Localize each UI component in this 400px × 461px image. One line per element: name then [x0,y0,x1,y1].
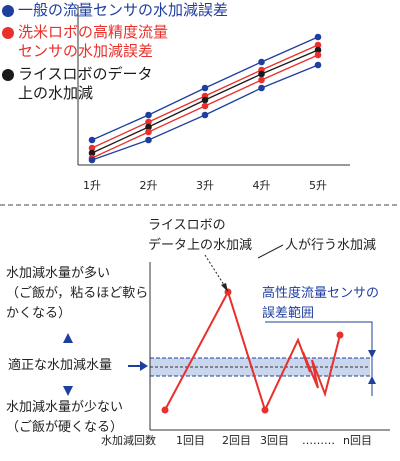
point [201,102,209,110]
arrowhead [140,361,148,371]
x-tick-label: 4升 [253,179,271,192]
point [88,156,96,164]
point [145,128,152,136]
point [145,123,152,131]
range-label: 高性度流量センサの 誤差範囲 [262,286,380,321]
x-tick-label: 3升 [196,179,214,192]
point [145,136,152,144]
up-arrow [63,333,73,343]
point [314,51,322,59]
legend-label: 一般の流量センサの水加減誤差 [18,1,229,19]
data-label: ライスロボの データ上の水加減 [148,218,253,253]
legend-label: ライスロボのデータ 上の水加減 [18,65,153,102]
arrowhead [221,283,228,292]
human-label: 人が行う水加減 [285,238,377,253]
less-label: 水加減水量が少ない （ご飯が硬くなる） [6,400,124,435]
point [201,84,209,92]
x-title: 水加減回数 [101,433,156,447]
down-arrow [63,386,73,396]
point [314,41,322,49]
bracket [265,321,373,340]
point [258,76,265,84]
x-tick-label: 5升 [309,179,327,192]
point [88,136,96,144]
point [258,84,265,92]
point [258,70,265,78]
legend-swatch [2,69,14,81]
legend-swatch [2,5,14,17]
point [258,58,265,66]
point [201,96,209,104]
x-label: n回目 [343,434,372,447]
x-label: 1回目 [176,434,205,447]
point [161,406,169,414]
point [201,111,209,119]
point [88,144,96,152]
point [314,33,322,41]
more-label: 水加減水量が多い （ご飯が，粘るほど軟ら かくなる） [6,266,149,321]
point [336,331,344,339]
legend-label: 洗米ロボの高精度流量 センサの水加減誤差 [18,23,169,60]
water-line [164,289,341,413]
arrowhead [368,350,376,358]
legend-swatch [2,27,14,39]
arrowhead [368,376,376,384]
x-tick-label: 1升 [83,179,101,192]
point [261,406,269,414]
x-label: ……… [302,434,335,447]
point [314,61,322,69]
x-label: 2回目 [222,434,251,447]
point [145,118,152,126]
x-label: 3回目 [260,434,289,447]
x-tick-label: 2升 [140,179,158,192]
point [145,111,152,119]
pointer [257,244,284,259]
pointer [204,254,227,289]
point [314,46,322,54]
proper-label: 適正な水加減水量 [8,358,113,373]
point [88,149,96,157]
